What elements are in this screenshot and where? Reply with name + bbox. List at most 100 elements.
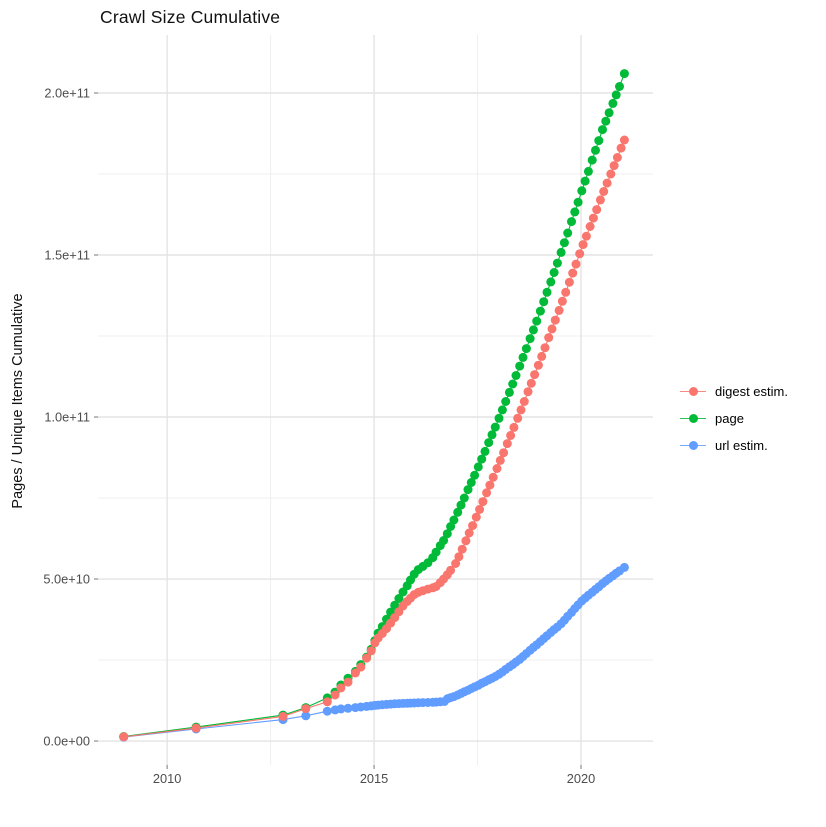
data-point-url-estim- <box>322 706 332 716</box>
data-point-digest-estim- <box>599 187 609 196</box>
data-point-digest-estim- <box>550 315 560 325</box>
data-point-digest-estim- <box>537 351 547 361</box>
data-point-digest-estim- <box>585 222 595 231</box>
data-point-digest-estim- <box>488 472 498 482</box>
legend-item-page: page <box>680 405 788 432</box>
data-point-page <box>619 69 629 79</box>
data-point-page <box>394 594 404 603</box>
data-point-page <box>521 344 531 354</box>
data-point-digest-estim- <box>451 559 461 568</box>
data-point-page <box>577 186 587 196</box>
data-point-digest-estim- <box>457 544 467 554</box>
data-point-page <box>604 108 614 118</box>
data-point-page <box>487 430 497 440</box>
data-point-digest-estim- <box>362 653 372 663</box>
data-point-digest-estim- <box>506 431 516 440</box>
data-point-digest-estim- <box>278 711 288 721</box>
data-point-page <box>542 287 552 297</box>
data-point-page <box>559 238 569 248</box>
data-point-page <box>549 268 559 277</box>
legend-key-icon <box>680 440 706 452</box>
data-point-digest-estim- <box>492 464 502 473</box>
data-point-digest-estim- <box>561 287 571 297</box>
data-point-digest-estim- <box>575 249 585 259</box>
data-point-digest-estim- <box>519 397 529 406</box>
data-point-digest-estim- <box>343 677 353 687</box>
data-point-digest-estim- <box>606 169 616 179</box>
data-point-digest-estim- <box>499 448 509 458</box>
data-point-digest-estim- <box>547 324 557 334</box>
data-point-digest-estim- <box>523 387 533 397</box>
data-point-page <box>573 197 583 207</box>
y-tick-label: 2.0e+11 <box>44 85 90 100</box>
data-point-page <box>587 155 597 165</box>
data-point-page <box>528 325 538 335</box>
data-point-digest-estim- <box>578 240 588 250</box>
legend-label: url estim. <box>715 438 768 453</box>
data-point-digest-estim- <box>464 528 474 538</box>
data-point-digest-estim- <box>191 723 201 733</box>
data-point-digest-estim- <box>588 213 598 223</box>
data-point-page <box>494 413 504 423</box>
data-point-page <box>480 446 490 456</box>
data-point-page <box>431 547 441 557</box>
data-point-page <box>518 352 528 362</box>
data-point-digest-estim- <box>322 697 332 707</box>
legend: digest estim. page url estim. <box>680 378 788 459</box>
data-point-page <box>511 371 521 380</box>
data-point-digest-estim- <box>568 268 578 278</box>
data-point-url-estim- <box>301 711 311 721</box>
data-point-digest-estim- <box>571 259 581 269</box>
data-point-page <box>570 207 580 217</box>
data-point-digest-estim- <box>619 135 629 145</box>
data-point-page <box>466 478 476 487</box>
data-point-page <box>453 507 463 517</box>
data-point-page <box>615 82 624 91</box>
data-point-page <box>504 387 514 397</box>
data-point-digest-estim- <box>478 497 488 507</box>
data-point-digest-estim- <box>609 161 619 171</box>
data-point-digest-estim- <box>595 195 605 205</box>
data-point-page <box>515 361 525 371</box>
data-point-digest-estim- <box>471 512 481 522</box>
data-point-page <box>459 493 469 503</box>
data-point-page <box>591 145 600 155</box>
data-point-digest-estim- <box>602 178 612 188</box>
data-point-digest-estim- <box>350 668 360 678</box>
data-point-digest-estim- <box>557 296 567 306</box>
data-point-digest-estim- <box>301 704 311 714</box>
data-point-page <box>463 485 473 495</box>
data-point-digest-estim- <box>502 439 512 449</box>
data-point-page <box>484 438 494 448</box>
data-point-page <box>563 228 573 238</box>
data-point-page <box>580 176 590 186</box>
y-axis-title: Pages / Unique Items Cumulative <box>10 293 26 509</box>
data-point-digest-estim- <box>540 343 550 353</box>
y-tick-label: 1.0e+11 <box>44 409 90 424</box>
data-point-digest-estim- <box>516 405 526 415</box>
legend-key-icon <box>680 413 706 425</box>
data-point-page <box>490 422 500 432</box>
legend-key-icon <box>680 386 706 398</box>
y-tick-label: 5.0e+10 <box>43 571 90 586</box>
data-point-page <box>442 529 452 539</box>
data-point-digest-estim- <box>454 552 464 562</box>
data-point-page <box>497 405 507 415</box>
data-point-digest-estim- <box>554 305 564 315</box>
data-point-digest-estim- <box>616 143 626 153</box>
data-point-digest-estim- <box>592 205 602 215</box>
data-point-url-estim- <box>343 703 353 713</box>
data-point-page <box>594 136 604 146</box>
data-point-page <box>532 316 542 326</box>
data-point-page <box>535 306 545 316</box>
data-point-digest-estim- <box>475 504 485 514</box>
data-point-digest-estim- <box>330 690 340 700</box>
data-point-page <box>556 247 566 257</box>
data-point-page <box>567 217 576 227</box>
data-point-digest-estim- <box>485 480 495 490</box>
data-point-digest-estim- <box>119 732 129 742</box>
data-point-digest-estim- <box>513 413 523 423</box>
data-point-page <box>390 600 400 610</box>
